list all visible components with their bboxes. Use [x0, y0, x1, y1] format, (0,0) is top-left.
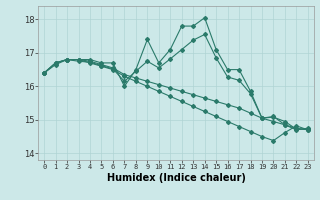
X-axis label: Humidex (Indice chaleur): Humidex (Indice chaleur) [107, 173, 245, 183]
